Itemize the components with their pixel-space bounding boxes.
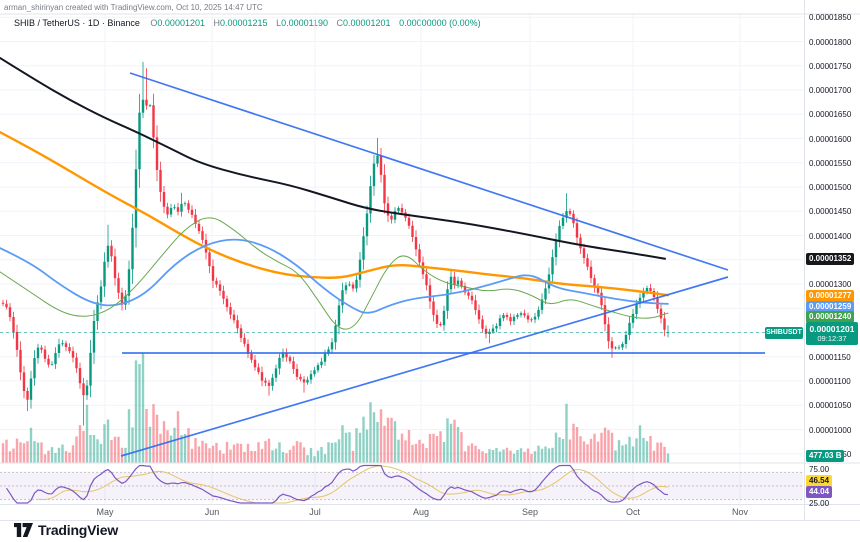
symbol-title: SHIB / TetherUS · 1D · Binance: [14, 18, 140, 28]
creator-line: arman_shirinyan created with TradingView…: [4, 3, 263, 12]
ma-orange: [0, 130, 670, 297]
price-tick-label: 0.00001450: [809, 207, 852, 217]
change-value: 0.00000000 (0.00%): [399, 18, 481, 28]
symbol-info-bar: SHIB / TetherUS · 1D · Binance O0.000012…: [14, 18, 481, 28]
price-tick-label: 0.00001150: [809, 352, 851, 362]
rsi-ma-line: [37, 465, 669, 504]
rsi-label: 44.04: [806, 485, 833, 498]
rsi-tick-label: 25.00: [809, 499, 830, 508]
last-price-value: 0.00001201: [809, 324, 855, 334]
price-tick-label: 0.00001650: [809, 110, 852, 120]
high-label: H: [213, 18, 221, 28]
open-value: 0.00001201: [157, 18, 205, 28]
lower-triangle-line: [120, 276, 729, 457]
rsi-line: [6, 464, 669, 504]
tradingview-logo[interactable]: TradingView: [14, 522, 118, 538]
rsi-ma-label: 46.54: [806, 475, 833, 487]
ma-orange-label: 0.00001277: [806, 290, 855, 302]
price-tick-label: 0.00001100: [809, 377, 851, 386]
time-tick-label: Jul: [309, 507, 321, 517]
time-tick-label: May: [96, 507, 114, 517]
ma-green: [0, 217, 669, 330]
last-price-badge: 0.00001201 09:12:37: [806, 322, 858, 345]
price-tick-label: 0.00001050: [809, 401, 852, 411]
time-tick-label: Aug: [412, 507, 430, 517]
price-tick-label: 0.00001500: [809, 183, 852, 192]
rsi-tick-label: 75.00: [809, 465, 830, 474]
price-tick-label: 0.00001550: [809, 158, 852, 168]
price-tick-label: 0.00001800: [809, 37, 852, 47]
upper-triangle-line: [129, 72, 729, 271]
time-tick-label: Oct: [625, 507, 641, 517]
time-tick-label: Sep: [521, 507, 539, 517]
close-label: C: [336, 18, 344, 28]
price-tick-label: 0.00001400: [809, 231, 852, 241]
ma-black: [0, 56, 666, 260]
price-tick-label: 0.00001750: [809, 61, 852, 71]
ma-blue-label: 0.00001259: [806, 300, 855, 313]
ma-green-label: 0.00001240: [806, 310, 855, 323]
symbol-tag-badge: SHIBUSDT: [765, 327, 803, 339]
time-tick-label: Nov: [731, 507, 749, 517]
price-tick-label: 0.00001850: [809, 13, 852, 23]
ma-black-label: 0.00001352: [806, 253, 855, 265]
ma-blue: [0, 238, 669, 314]
price-tick-label: 0.00001700: [809, 86, 852, 95]
price-tick-label: 0.00001300: [809, 280, 852, 289]
low-label: L: [276, 18, 282, 28]
open-label: O: [150, 18, 158, 28]
time-tick-label: Jun: [204, 507, 220, 517]
volume-label: 477.03 B: [806, 449, 845, 462]
low-value: 0.00001190: [281, 18, 328, 28]
price-tick-label: 0.00001600: [809, 134, 852, 144]
price-tick-label: 0.00001000: [809, 425, 852, 435]
tradingview-logo-icon: [14, 523, 33, 537]
high-value: 0.00001215: [220, 18, 268, 28]
bar-countdown: 09:12:37: [817, 334, 847, 343]
close-value: 0.00001201: [343, 18, 391, 28]
tradingview-logo-text: TradingView: [38, 522, 119, 538]
